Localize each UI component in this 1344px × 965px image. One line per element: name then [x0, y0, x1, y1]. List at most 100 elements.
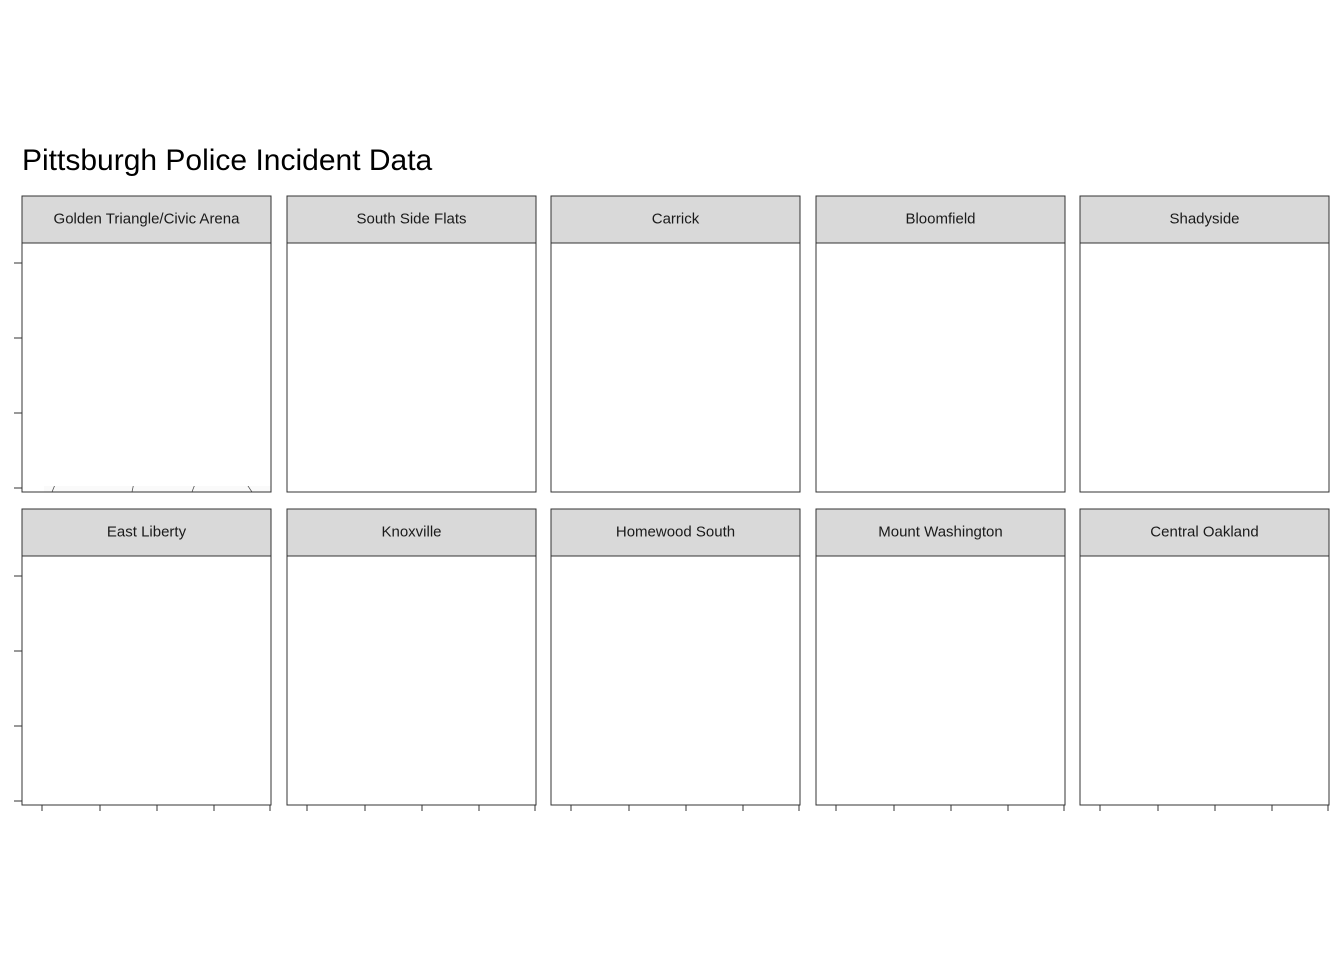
incident-point [122, 352, 130, 360]
incident-point [871, 418, 879, 426]
incident-point [1170, 673, 1178, 681]
incident-point [1197, 350, 1205, 358]
incident-point [1237, 639, 1245, 647]
incident-point [89, 380, 97, 388]
incident-point [395, 728, 403, 736]
incident-point [878, 342, 886, 350]
map-label: Munhall [971, 430, 990, 436]
incident-point [691, 324, 699, 332]
incident-point [1188, 669, 1196, 677]
incident-point [472, 317, 480, 325]
incident-point [84, 413, 92, 421]
incident-point [111, 399, 119, 407]
incident-point [896, 698, 904, 706]
incident-point [701, 612, 709, 620]
incident-point [349, 638, 357, 646]
incident-point [1202, 674, 1210, 682]
incident-point [1270, 344, 1278, 352]
incident-point [384, 681, 392, 689]
incident-point [601, 651, 609, 659]
incident-point [1003, 289, 1011, 297]
incident-point [1176, 685, 1184, 693]
incident-point [203, 626, 211, 634]
incident-point [623, 433, 631, 441]
incident-point [1185, 721, 1193, 729]
incident-point [641, 739, 649, 747]
incident-point [642, 749, 650, 757]
river [22, 661, 112, 731]
incident-point [446, 308, 454, 316]
incident-point [459, 328, 467, 336]
incident-point [639, 368, 647, 376]
incident-point [922, 375, 930, 383]
incident-point [358, 416, 366, 424]
incident-point [179, 631, 187, 639]
incident-point [940, 717, 948, 725]
incident-point [406, 392, 414, 400]
incident-point [444, 315, 452, 323]
incident-point [1265, 295, 1273, 303]
incident-point [110, 401, 118, 409]
incident-point [873, 424, 881, 432]
incident-point [832, 310, 840, 318]
incident-point [428, 322, 436, 330]
incident-point [1271, 623, 1279, 631]
incident-point [871, 424, 879, 432]
incident-point [144, 364, 152, 372]
incident-point [618, 334, 626, 342]
incident-point [612, 408, 620, 416]
incident-point [1160, 343, 1168, 351]
incident-point [629, 743, 637, 751]
incident-point [901, 667, 909, 675]
incident-point [666, 343, 674, 351]
incident-point [729, 612, 737, 620]
incident-point [655, 658, 663, 666]
incident-point [377, 718, 385, 726]
incident-point [707, 628, 715, 636]
incident-point [197, 315, 205, 323]
road [347, 556, 367, 666]
incident-point [912, 342, 920, 350]
incident-point [398, 337, 406, 345]
incident-point [653, 362, 661, 370]
incident-point [341, 741, 349, 749]
road [397, 413, 447, 492]
incident-point [1197, 342, 1205, 350]
incident-point [1228, 321, 1236, 329]
incident-point [892, 677, 900, 685]
road [169, 556, 252, 805]
incident-point [1235, 629, 1243, 637]
incident-point [1254, 640, 1262, 648]
incident-point [860, 670, 868, 678]
incident-point [903, 343, 911, 351]
incident-point [632, 685, 640, 693]
incident-point [150, 606, 158, 614]
incident-point [1136, 653, 1144, 661]
incident-point [993, 322, 1001, 330]
map-label: Munhall [706, 743, 725, 749]
incident-point [471, 317, 479, 325]
incident-point [665, 384, 673, 392]
incident-point [189, 638, 197, 646]
incident-point [391, 673, 399, 681]
incident-point [115, 398, 123, 406]
incident-point [107, 416, 115, 424]
incident-point [104, 343, 112, 351]
incident-point [347, 638, 355, 646]
incident-point [651, 707, 659, 715]
incident-point [82, 337, 90, 345]
incident-point [104, 416, 112, 424]
incident-point [613, 669, 621, 677]
incident-point [79, 323, 87, 331]
incident-point [976, 640, 984, 648]
incident-point [963, 655, 971, 663]
incident-point [201, 634, 209, 642]
incident-point [917, 363, 925, 371]
incident-point [1270, 327, 1278, 335]
incident-point [366, 399, 374, 407]
incident-point [912, 349, 920, 357]
incident-point [177, 306, 185, 314]
incident-point [100, 346, 108, 354]
incident-point [391, 712, 399, 720]
incident-point [1241, 334, 1249, 342]
